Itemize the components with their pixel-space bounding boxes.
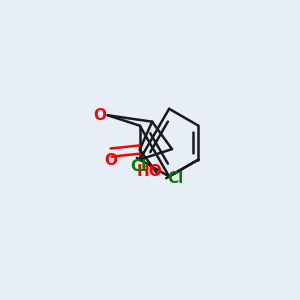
Text: Cl: Cl bbox=[130, 159, 146, 174]
Text: HO: HO bbox=[136, 164, 162, 179]
Text: O: O bbox=[105, 153, 118, 168]
Text: Cl: Cl bbox=[167, 171, 183, 186]
Text: O: O bbox=[94, 108, 107, 123]
